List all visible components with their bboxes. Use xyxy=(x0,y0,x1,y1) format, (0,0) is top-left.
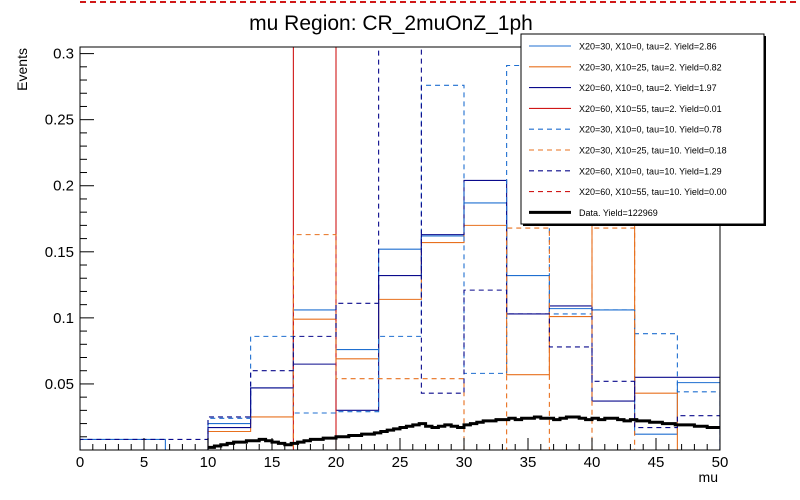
legend-entry-label: X20=30, X10=25, tau=2. Yield=0.82 xyxy=(579,62,722,72)
series-7-line xyxy=(80,47,720,450)
x-tick-label: 50 xyxy=(712,454,729,471)
legend-entry-label: X20=60, X10=0, tau=10. Yield=1.29 xyxy=(579,166,722,176)
x-tick-label: 45 xyxy=(648,454,665,471)
x-tick-label: 0 xyxy=(76,454,84,471)
series-1-line xyxy=(80,202,720,450)
y-tick-label: 0.05 xyxy=(45,376,74,393)
y-tick-label: 0.25 xyxy=(45,112,74,129)
x-tick-label: 10 xyxy=(200,454,217,471)
x-tick-label: 30 xyxy=(456,454,473,471)
series-6-line xyxy=(80,227,720,450)
x-tick-label: 25 xyxy=(392,454,409,471)
x-tick-label: 20 xyxy=(328,454,345,471)
legend-entry-label: X20=30, X10=25, tau=10. Yield=0.18 xyxy=(579,146,727,156)
x-axis-label: mu xyxy=(699,469,718,485)
y-axis-label: Events xyxy=(14,48,30,91)
x-tick-label: 35 xyxy=(520,454,537,471)
legend-entry-label: X20=30, X10=0, tau=10. Yield=0.78 xyxy=(579,125,722,135)
chart-title: mu Region: CR_2muOnZ_1ph xyxy=(249,12,533,35)
legend-entry-label: X20=60, X10=55, tau=2. Yield=0.01 xyxy=(579,104,722,114)
y-tick-label: 0.15 xyxy=(45,244,74,261)
legend-entry-label: Data. Yield=122969 xyxy=(579,208,658,218)
x-tick-label: 5 xyxy=(140,454,148,471)
y-tick-label: 0.1 xyxy=(53,310,74,327)
legend-entry-label: X20=30, X10=0, tau=2. Yield=2.86 xyxy=(579,42,717,52)
series-9-line xyxy=(208,415,720,449)
y-tick-label: 0.2 xyxy=(53,178,74,195)
legend-entry-label: X20=60, X10=55, tau=10. Yield=0.00 xyxy=(579,187,727,197)
series-3-line xyxy=(80,179,720,450)
legend-entry-label: X20=60, X10=0, tau=2. Yield=1.97 xyxy=(579,83,717,93)
x-tick-label: 15 xyxy=(264,454,281,471)
x-tick-label: 40 xyxy=(584,454,601,471)
legend-box xyxy=(520,33,765,225)
y-tick-label: 0.3 xyxy=(53,46,74,63)
